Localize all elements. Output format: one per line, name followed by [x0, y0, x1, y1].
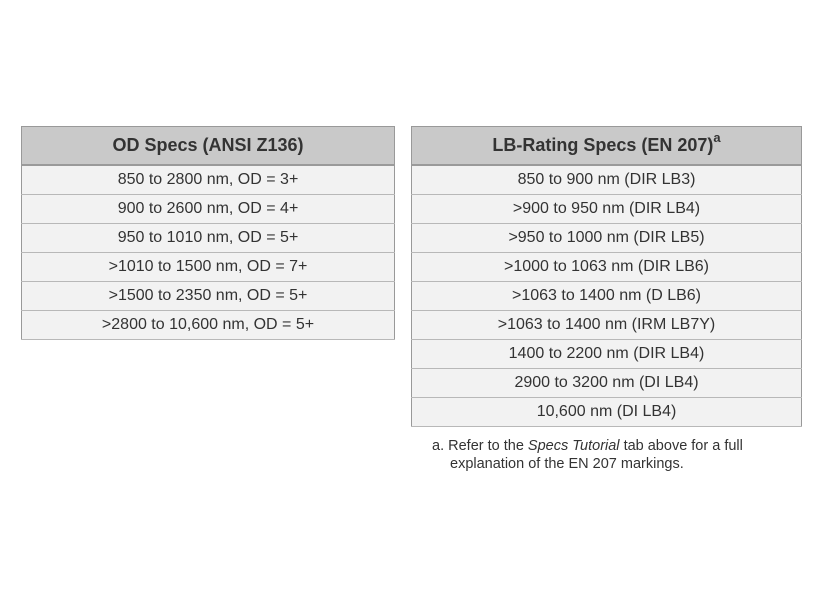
footnote-line-1: a. Refer to the Specs Tutorial tab above… — [432, 437, 812, 455]
lb-rating-header-text: LB-Rating Specs (EN 207) — [492, 135, 714, 155]
footnote-marker-label: a. — [432, 438, 445, 454]
table-footnote: a. Refer to the Specs Tutorial tab above… — [432, 437, 812, 473]
lb-spec-row: >900 to 950 nm (DIR LB4) — [411, 194, 802, 224]
footnote-text-before: Refer to the — [448, 438, 524, 454]
od-specs-header: OD Specs (ANSI Z136) — [21, 126, 395, 166]
lb-spec-row: 850 to 900 nm (DIR LB3) — [411, 164, 802, 195]
od-spec-row: 950 to 1010 nm, OD = 5+ — [21, 223, 395, 253]
footnote-line-2: explanation of the EN 207 markings. — [450, 456, 684, 472]
lb-rating-specs-table: LB-Rating Specs (EN 207)a 850 to 900 nm … — [411, 126, 802, 427]
od-specs-table: OD Specs (ANSI Z136) 850 to 2800 nm, OD … — [21, 126, 395, 340]
lb-spec-row: >1063 to 1400 nm (IRM LB7Y) — [411, 310, 802, 340]
od-spec-row: >1500 to 2350 nm, OD = 5+ — [21, 281, 395, 311]
lb-spec-row: 2900 to 3200 nm (DI LB4) — [411, 368, 802, 398]
footnote-text-after: tab above for a full — [623, 438, 743, 454]
footnote-marker: a — [713, 130, 721, 145]
od-spec-row: >2800 to 10,600 nm, OD = 5+ — [21, 310, 395, 340]
lb-spec-row: >1000 to 1063 nm (DIR LB6) — [411, 252, 802, 282]
specs-tutorial-reference: Specs Tutorial — [527, 438, 620, 454]
lb-spec-row: >950 to 1000 nm (DIR LB5) — [411, 223, 802, 253]
lb-rating-specs-header: LB-Rating Specs (EN 207)a — [411, 126, 802, 166]
od-spec-row: >1010 to 1500 nm, OD = 7+ — [21, 252, 395, 282]
lb-spec-row: 1400 to 2200 nm (DIR LB4) — [411, 339, 802, 369]
lb-spec-row: >1063 to 1400 nm (D LB6) — [411, 281, 802, 311]
od-spec-row: 900 to 2600 nm, OD = 4+ — [21, 194, 395, 224]
od-spec-row: 850 to 2800 nm, OD = 3+ — [21, 164, 395, 195]
lb-spec-row: 10,600 nm (DI LB4) — [411, 397, 802, 427]
